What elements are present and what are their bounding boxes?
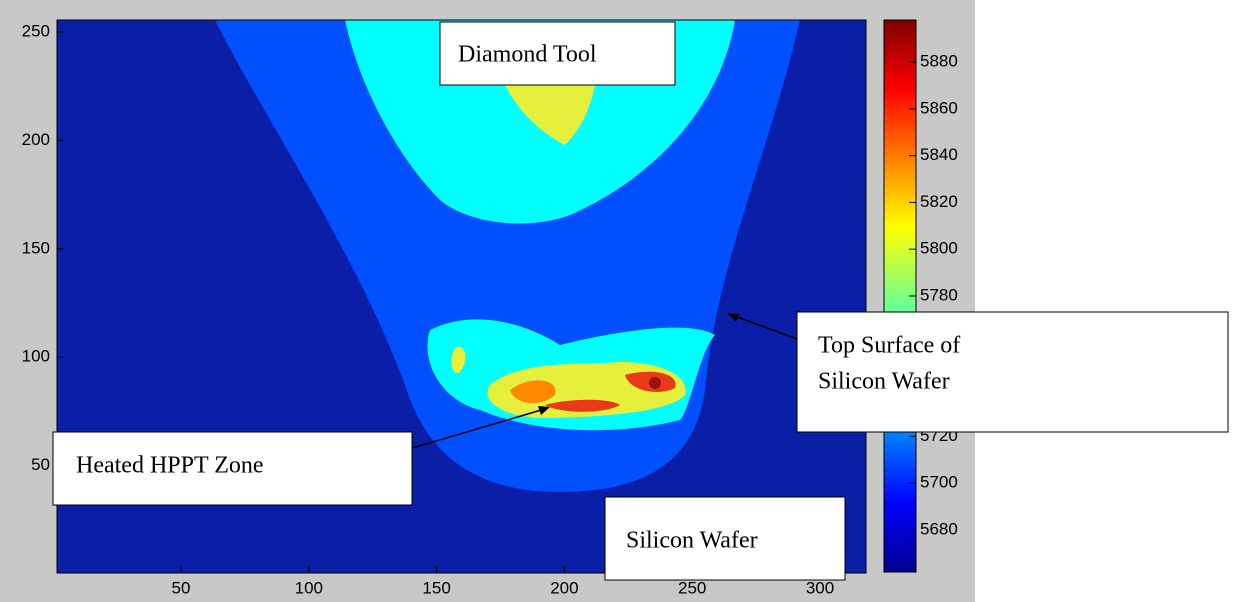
colorbar-tick-label: 5860 xyxy=(920,98,958,117)
annotation: Heated HPPT Zone xyxy=(76,453,264,479)
x-tick-label: 100 xyxy=(295,578,323,597)
y-tick-label: 200 xyxy=(22,130,50,149)
colorbar-tick-label: 5780 xyxy=(920,285,958,304)
x-tick-label: 250 xyxy=(678,578,706,597)
y-tick-label: 100 xyxy=(22,347,50,366)
annotation: Silicon Wafer xyxy=(626,528,758,554)
annotation: Diamond Tool xyxy=(458,42,597,68)
x-tick-label: 300 xyxy=(806,578,834,597)
colorbar-tick-label: 5700 xyxy=(920,473,958,492)
colorbar-tick-label: 5800 xyxy=(920,239,958,258)
x-tick-label: 50 xyxy=(172,578,191,597)
y-tick-label: 50 xyxy=(31,455,50,474)
colorbar-tick-label: 5880 xyxy=(920,52,958,71)
x-tick-label: 150 xyxy=(422,578,450,597)
annotation: Top Surface of xyxy=(818,333,960,359)
colorbar-tick-label: 5820 xyxy=(920,192,958,211)
x-tick-label: 200 xyxy=(550,578,578,597)
heatmap-region xyxy=(649,377,661,389)
y-tick-label: 250 xyxy=(22,21,50,40)
colorbar-tick-label: 5840 xyxy=(920,145,958,164)
annotation: Silicon Wafer xyxy=(818,369,950,395)
colorbar-tick-label: 5680 xyxy=(920,519,958,538)
figure: 50 100 150 200 250 300 50 100 150 200 250 5680 5700 5… xyxy=(0,0,1233,602)
y-tick-label: 150 xyxy=(22,238,50,257)
